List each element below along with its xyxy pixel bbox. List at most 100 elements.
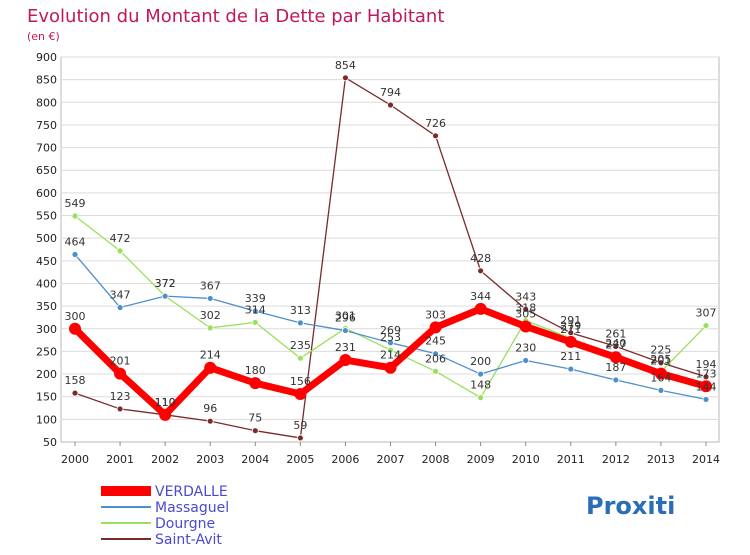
- data-point: [342, 74, 349, 82]
- y-tick-label: 700: [36, 142, 57, 155]
- y-tick-label: 450: [36, 255, 57, 268]
- data-point: [657, 386, 665, 394]
- data-point: [116, 405, 124, 413]
- data-point: [342, 327, 349, 334]
- y-tick-label: 200: [36, 368, 57, 381]
- x-tick-label: 2011: [557, 453, 585, 466]
- data-label: 96: [203, 402, 217, 415]
- chart-unit: (en €): [27, 30, 60, 43]
- data-point: [206, 417, 214, 425]
- data-label: 211: [560, 350, 581, 363]
- data-labels-verdalle: 3002011102141801562312143033443052712372…: [65, 290, 717, 409]
- data-point: [296, 319, 304, 327]
- data-labels-saint-avit: 158 123 110 96 75 59 854 794 726 428 343 291 261 225 1…: [65, 59, 717, 432]
- x-tick-label: 2010: [512, 453, 540, 466]
- data-point: [702, 396, 710, 403]
- data-label: 291: [560, 314, 581, 327]
- data-label: 343: [515, 290, 536, 303]
- data-label: 296: [335, 312, 356, 325]
- data-point: [387, 101, 394, 109]
- data-label: 269: [380, 324, 401, 337]
- data-point: [339, 354, 352, 367]
- chart-title: Evolution du Montant de la Dette par Hab…: [27, 6, 444, 27]
- data-point: [522, 357, 530, 364]
- legend-label: VERDALLE: [155, 484, 228, 500]
- data-point: [206, 295, 214, 302]
- data-label: 225: [650, 344, 671, 357]
- data-point: [294, 387, 307, 400]
- legend-item-verdalle: VERDALLE: [101, 484, 228, 500]
- data-label: 187: [605, 361, 626, 374]
- data-point: [69, 322, 81, 335]
- data-labels-massaguel: 464 347 372 367 339 313 296 269 245 200 230 211 187 1…: [65, 235, 717, 393]
- y-tick-label: 800: [36, 96, 57, 109]
- data-point: [612, 343, 620, 350]
- data-label: 279: [560, 319, 581, 332]
- legend-label: Dourgne: [155, 516, 215, 532]
- data-point: [432, 132, 439, 140]
- legend-item-saint-avit: Saint-Avit: [101, 532, 222, 548]
- x-tick-label: 2004: [241, 453, 269, 466]
- data-point: [654, 367, 667, 380]
- data-point: [71, 389, 79, 397]
- data-label: 214: [200, 349, 221, 362]
- y-tick-label: 100: [36, 413, 57, 426]
- legend-item-dourgne: Dourgne: [101, 516, 215, 532]
- y-tick-label: 250: [36, 345, 57, 358]
- data-label: 472: [110, 232, 131, 245]
- data-label: 156: [290, 375, 311, 388]
- data-label: 339: [245, 292, 266, 305]
- data-point: [206, 324, 214, 332]
- data-label: 301: [335, 309, 356, 322]
- series-massaguel: [71, 251, 710, 403]
- data-label: 110: [155, 396, 176, 409]
- data-label: 428: [470, 252, 491, 265]
- data-label: 59: [293, 419, 307, 432]
- x-tick-label: 2006: [331, 453, 359, 466]
- data-point: [519, 320, 532, 333]
- data-label: 347: [110, 288, 131, 301]
- data-label: 549: [65, 197, 86, 210]
- data-point: [429, 321, 442, 334]
- data-label: 194: [696, 358, 717, 371]
- data-point: [249, 377, 262, 390]
- data-label: 344: [470, 290, 491, 303]
- y-tick-label: 300: [36, 323, 57, 336]
- data-label: 854: [335, 59, 356, 72]
- data-label: 245: [425, 335, 446, 348]
- data-point: [522, 305, 530, 313]
- data-point: [612, 376, 620, 384]
- data-label: 231: [335, 341, 356, 354]
- x-tick-label: 2002: [151, 453, 179, 466]
- data-point: [387, 339, 394, 347]
- data-label: 240: [605, 337, 626, 350]
- data-point: [477, 267, 485, 275]
- data-label: 144: [696, 380, 717, 393]
- labels-layer: 158 123 110 96 75 59 854 794 726 428 343 291 261 225 1…: [65, 59, 717, 432]
- data-point: [159, 408, 172, 421]
- data-label: 173: [696, 367, 717, 380]
- y-tick-label: 50: [43, 436, 57, 449]
- legend-label: Massaguel: [155, 500, 229, 516]
- data-point: [702, 322, 710, 329]
- plot-area: [60, 56, 720, 443]
- data-label: 794: [380, 86, 401, 99]
- data-label: 313: [290, 304, 311, 317]
- y-tick-label: 150: [36, 391, 57, 404]
- data-label: 303: [425, 308, 446, 321]
- data-point: [296, 434, 304, 442]
- data-label: 305: [515, 308, 536, 321]
- data-label: 237: [605, 338, 626, 351]
- data-point: [609, 351, 622, 364]
- data-label: 307: [696, 307, 717, 320]
- data-label: 372: [155, 277, 176, 290]
- data-label: 123: [110, 390, 131, 403]
- data-point: [161, 292, 169, 300]
- x-tick-label: 2013: [647, 453, 675, 466]
- data-label: 302: [200, 309, 221, 322]
- y-tick-label: 900: [36, 51, 57, 64]
- data-point: [114, 367, 127, 380]
